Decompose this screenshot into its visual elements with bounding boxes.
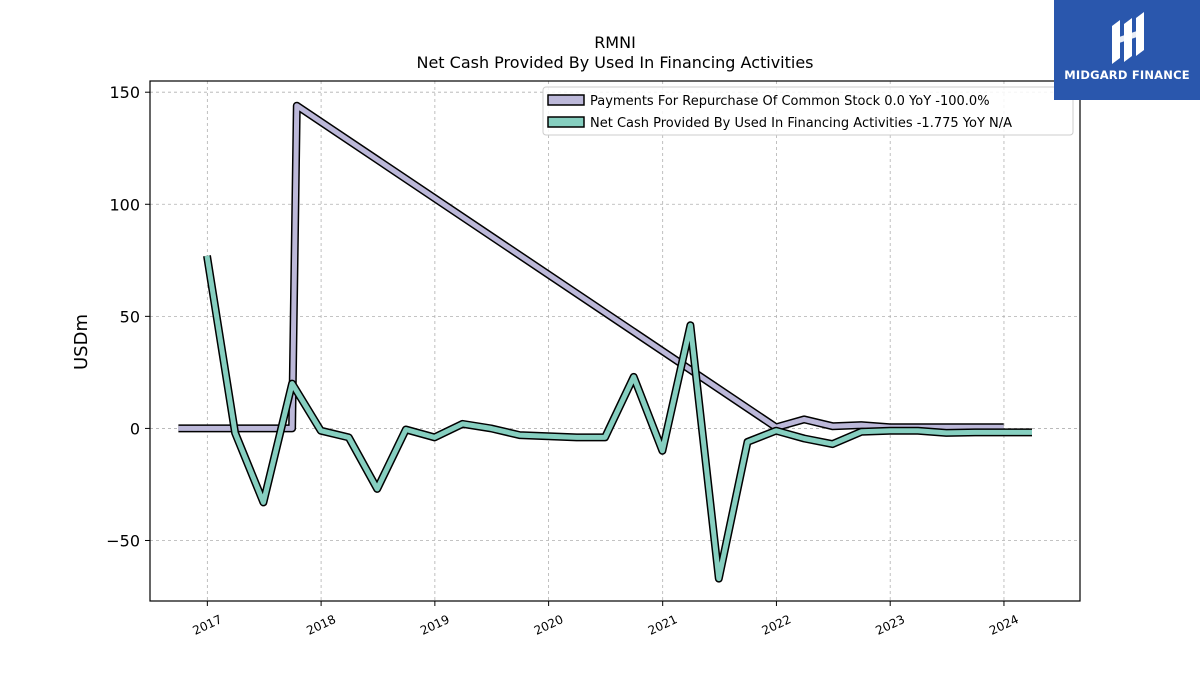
x-tick-label: 2021 [646,612,680,638]
legend-box [542,86,1074,136]
y-tick-label: 50 [120,307,140,326]
x-tick-label: 2023 [873,612,907,638]
series-2-outline [203,255,1032,583]
legend-swatch [547,94,585,106]
logo-text: MIDGARD FINANCE [1064,68,1190,82]
x-tick-label: 2020 [532,612,566,638]
chart-subtitle: Net Cash Provided By Used In Financing A… [416,53,813,72]
legend-label: Payments For Repurchase Of Common Stock … [590,94,990,109]
x-tick-label: 2019 [418,612,452,638]
legend-swatch [547,116,585,128]
series-1-line [178,103,1004,431]
y-axis-label: USDm [71,314,92,370]
midgard-logo-icon [1112,12,1144,64]
series-1-outline [178,101,1004,433]
axes: −50 0 50 100 150 2017 2018 2019 2020 2021 2022 2023… [106,83,1021,638]
legend-label: Net Cash Provided By Used In Financing A… [590,116,1012,131]
x-tick-label: 2022 [760,612,794,638]
x-tick-label: 2017 [191,612,225,638]
brand-logo: MIDGARD FINANCE [1054,0,1200,100]
x-tick-label: 2018 [304,612,338,638]
x-tick-label: 2024 [987,612,1021,638]
y-tick-label: 100 [109,195,140,214]
y-tick-label: 0 [130,419,140,438]
y-tick-label: −50 [106,531,140,550]
y-tick-label: 150 [109,83,140,102]
series-2-line [204,255,1032,582]
plot-frame [149,80,1081,602]
legend: Payments For Repurchase Of Common Stock … [542,86,1074,136]
chart-title: RMNI [594,33,636,52]
series-layer [178,101,1032,583]
